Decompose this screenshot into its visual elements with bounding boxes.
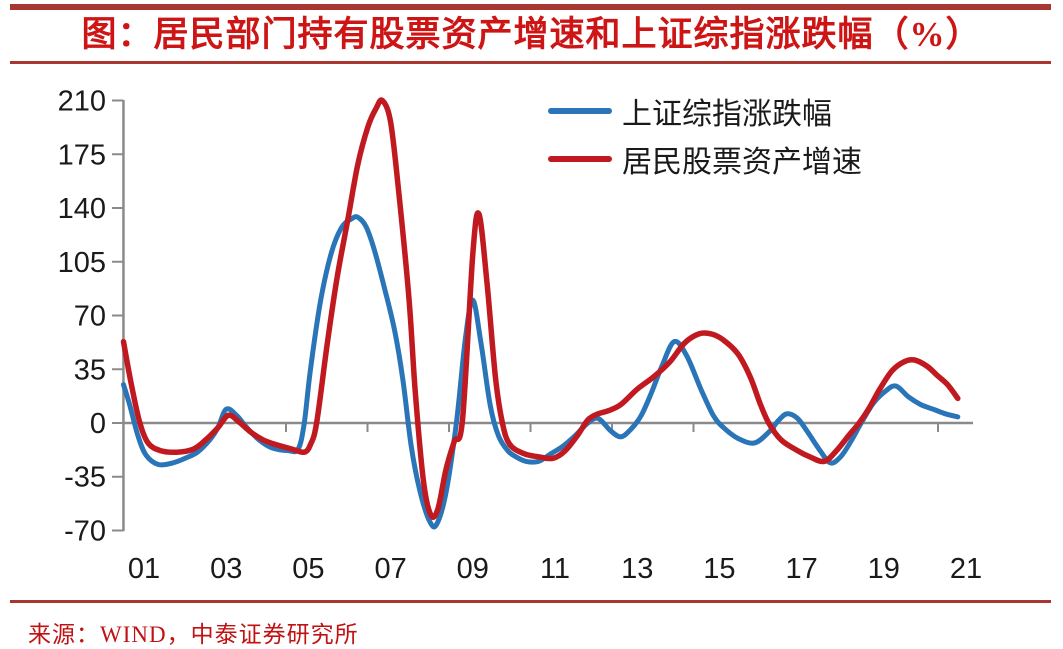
x-tick-label: 09 (457, 553, 489, 585)
x-tick-label: 01 (128, 553, 160, 585)
title-bottom-rule (10, 61, 1051, 64)
top-rule (10, 4, 1051, 10)
x-tick-label: 07 (374, 553, 406, 585)
series-line-sse (121, 214, 961, 530)
chart-legend: 上证综指涨跌幅 居民股票资产增速 (548, 91, 862, 187)
legend-label-household: 居民股票资产增速 (622, 146, 862, 179)
y-tick-label: 35 (74, 354, 106, 386)
y-tick-label: 105 (58, 247, 106, 279)
x-tick-label: 03 (210, 553, 242, 585)
household-line-swatch (548, 156, 612, 162)
x-tick-label: 05 (292, 553, 324, 585)
x-tick-label: 13 (621, 553, 653, 585)
y-tick-label: 175 (58, 139, 106, 171)
legend-item-sse: 上证综指涨跌幅 (548, 91, 862, 131)
y-tick-label: 0 (90, 408, 106, 440)
x-tick-label: 21 (950, 553, 982, 585)
series-line-household (120, 97, 961, 520)
legend-item-household: 居民股票资产增速 (548, 139, 862, 179)
legend-label-sse: 上证综指涨跌幅 (622, 98, 832, 131)
x-tick-label: 15 (703, 553, 735, 585)
footer-rule (10, 600, 1051, 603)
y-tick-label: 140 (58, 193, 106, 225)
y-tick-label: -70 (64, 515, 106, 547)
source-note: 来源：WIND，中泰证券研究所 (28, 622, 359, 647)
x-tick-label: 19 (868, 553, 900, 585)
y-tick-label: -35 (64, 462, 106, 494)
sse-line-swatch (548, 108, 612, 114)
x-tick-label: 11 (540, 553, 570, 585)
y-tick-label: 70 (74, 301, 106, 333)
y-tick-label: 210 (58, 86, 106, 118)
chart-title: 图：居民部门持有股票资产增速和上证综指涨跌幅（%） (81, 15, 982, 54)
x-tick-label: 17 (785, 553, 817, 585)
